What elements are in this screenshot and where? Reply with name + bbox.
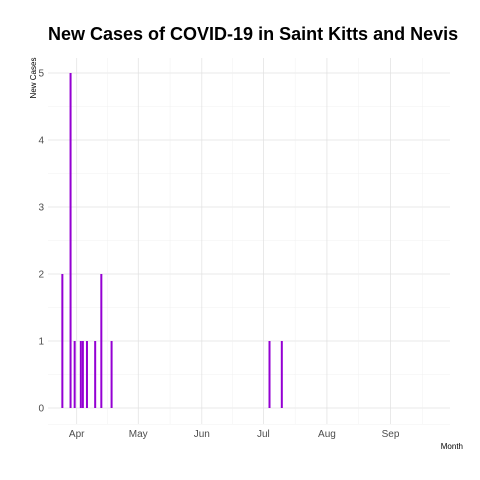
y-tick-label: 2 [38, 270, 44, 281]
bars [61, 73, 283, 408]
bar [81, 341, 84, 408]
bar [79, 341, 82, 408]
x-axis-title: Month [441, 442, 463, 451]
chart-title: New Cases of COVID-19 in Saint Kitts and… [48, 24, 459, 44]
bar [73, 341, 76, 408]
bar [268, 341, 271, 408]
x-tick-label: Sep [382, 429, 400, 440]
y-tick-label: 4 [38, 136, 44, 147]
y-tick-label: 0 [38, 404, 44, 415]
y-tick-label: 3 [38, 203, 44, 214]
bar [280, 341, 283, 408]
x-tick-label: Aug [318, 429, 336, 440]
y-axis-title: New Cases [29, 58, 38, 99]
x-axis-tick-labels: Apr May Jun Jul Aug Sep [69, 429, 400, 440]
y-axis-tick-labels: 0 1 2 3 4 5 [38, 69, 44, 415]
bar [110, 341, 113, 408]
bar [85, 341, 88, 408]
bar [94, 341, 97, 408]
bar [100, 274, 103, 408]
y-tick-label: 5 [38, 69, 44, 80]
x-tick-label: May [129, 429, 148, 440]
x-tick-label: Jul [257, 429, 270, 440]
bar [61, 274, 64, 408]
bar [69, 73, 72, 408]
grid-lines [48, 58, 450, 425]
y-tick-label: 1 [38, 337, 44, 348]
x-tick-label: Apr [69, 429, 85, 440]
x-tick-label: Jun [194, 429, 210, 440]
